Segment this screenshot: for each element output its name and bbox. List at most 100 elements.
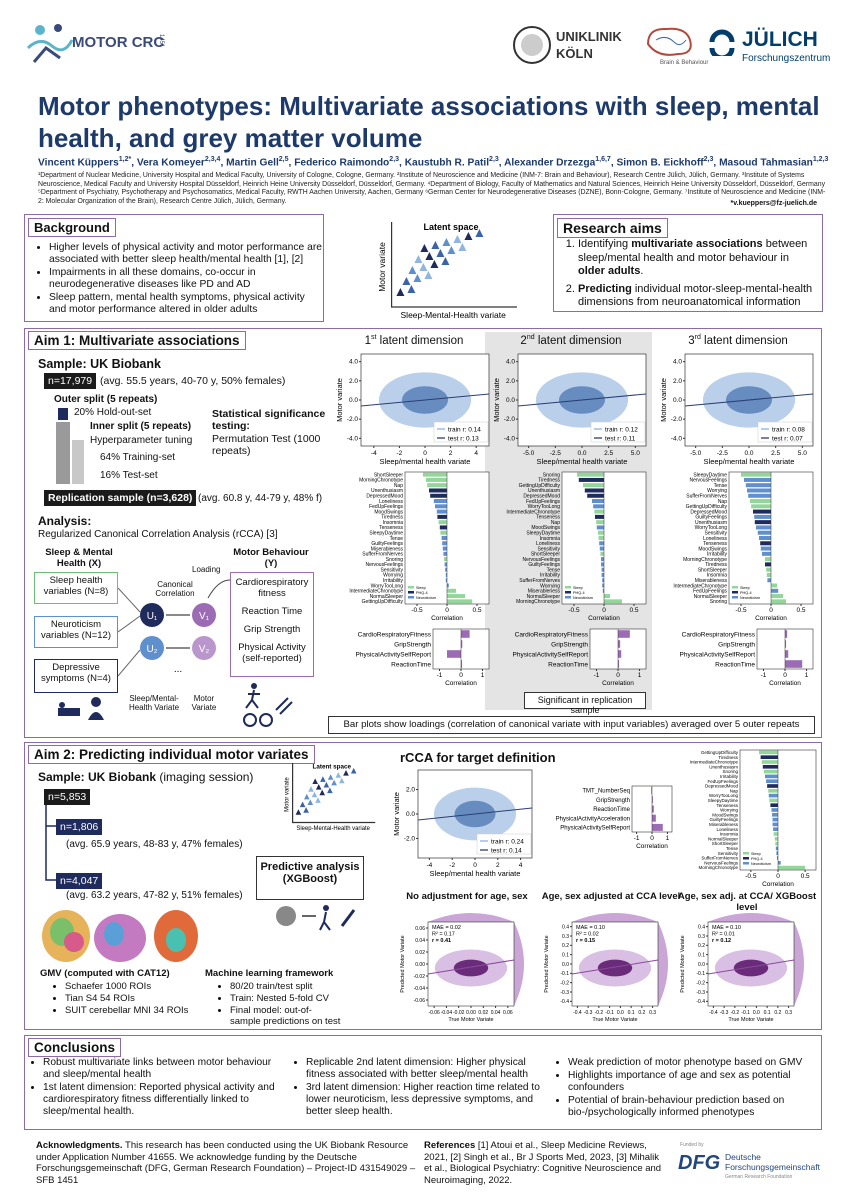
aim2-box (24, 742, 822, 1030)
author: Vera Komeyer (136, 157, 205, 169)
bar (771, 583, 777, 588)
legend-swatch (565, 591, 571, 594)
bar-label: Tense (714, 483, 728, 489)
bar-label: ReactionTime (548, 661, 588, 668)
annotation: MAE = 0.10 (576, 925, 605, 931)
bar-label: NormalSleeper (527, 594, 561, 600)
fit-line (707, 959, 795, 975)
x-tick-label: -0.3 (584, 1010, 593, 1016)
bar (754, 514, 771, 519)
axes (391, 222, 517, 308)
n-box: n=1,806 (56, 819, 103, 835)
x-tick-label: -2.5 (550, 450, 562, 457)
bar (444, 562, 447, 567)
conclusion-list: Replicable 2nd latent dimension: Higher … (293, 1057, 551, 1119)
conclusion: Robust multivariate links between motor … (43, 1057, 288, 1081)
x-tick-label: 0 (769, 607, 773, 614)
bar (773, 827, 778, 832)
person-icon (458, 243, 467, 251)
label: Outer split (5 repeats) (54, 394, 158, 405)
bar-label: GettingUpDifficulty (701, 750, 739, 755)
bar-label: Nap (730, 788, 739, 793)
legend-swatch (743, 862, 749, 865)
loading-chart: SnoringTirednessGettingUpDifficultyUnent… (506, 471, 647, 622)
label: Hyperparameter tuning (90, 435, 193, 446)
bar-label: PhysicalActivitySelfReport (680, 651, 756, 658)
bar-label: MorningChronotype (516, 599, 560, 605)
bar (438, 520, 447, 525)
bar-label: Worrying (383, 573, 403, 579)
predictive-box: Predictive analysis (XGBoost) (256, 856, 364, 900)
bar (577, 472, 604, 477)
bar (652, 814, 656, 822)
bar (445, 567, 447, 572)
person-icon (430, 260, 439, 268)
person-icon (319, 789, 325, 796)
bar-label: SleepyDaytime (693, 472, 727, 478)
x-label: Sleep/mental health variate (430, 869, 521, 878)
x-tick-label: -0.04 (441, 1010, 453, 1016)
bar-label: ReactionTime (593, 807, 630, 813)
aim-text: between sleep/mental health and motor be… (578, 238, 808, 264)
title: Motor phenotypes: Multivariate associati… (38, 91, 820, 153)
person-icon (408, 266, 417, 274)
hexbin-cloud (733, 959, 769, 977)
n-desc: (avg. 55.5 years, 40-70 y, 50% females) (100, 375, 286, 387)
x-tick-label: 1 (805, 672, 809, 679)
bar (436, 509, 447, 514)
label: Permutation Test (1000 repeats) (212, 433, 321, 457)
bar (765, 562, 771, 567)
bar-label: SufferFromNerves (686, 494, 727, 500)
x-label: Correlation (431, 615, 463, 622)
y-label: Motor variate (335, 378, 344, 422)
legend-swatch (408, 591, 414, 594)
y-tick-label: 4.0 (673, 359, 682, 366)
bar-label: Irritability (707, 552, 728, 558)
x-tick-label: -0.06 (428, 1010, 440, 1016)
bar-label: Irritability (383, 578, 404, 584)
person-icon (441, 257, 450, 265)
bar (444, 557, 447, 562)
bar-label: CardioRespiratoryFitness (682, 631, 756, 638)
x-tick-label: -0.5 (745, 873, 757, 880)
bar-label: Worrying (707, 488, 727, 494)
bar (748, 493, 771, 498)
x-tick-label: -0.4 (573, 1010, 582, 1016)
bar-label: ReactionTime (715, 661, 755, 668)
x-tick-label: 0.2 (638, 1010, 645, 1016)
aim-text: . (640, 265, 644, 277)
logo-text: Brain & Behaviour (660, 60, 709, 66)
x-tick-label: 0 (459, 672, 463, 679)
bar-label: Insomnia (707, 573, 728, 579)
scatter-plot: -4 -2 0 2 4 -2.0 0.0 2.0 Sleep/mental health var… (392, 769, 533, 878)
bar-label: MorningChronotype (698, 865, 738, 870)
person-icon (442, 238, 451, 246)
bar-label: GuiltyFeelings (528, 562, 560, 568)
bar (599, 541, 604, 546)
icons (276, 905, 356, 931)
x-tick-label: 0.5 (472, 607, 481, 614)
y-tick-label: -2.0 (347, 416, 359, 423)
person-icon (343, 770, 349, 776)
annotation: R² = 0.01 (712, 932, 735, 938)
x-tick-label: 0.02 (478, 1010, 488, 1016)
fig-title: Latent space (423, 222, 478, 232)
bar-label: Loneliness (536, 541, 560, 547)
bar (426, 477, 447, 482)
label: 3 (688, 334, 695, 347)
bar-label: Irritability (720, 774, 739, 779)
aim-item: Predicting individual motor-sleep-mental… (578, 283, 818, 310)
x-tick-label: -0.1 (741, 1010, 750, 1016)
person-icon (299, 801, 306, 808)
label: 64% Training-set (100, 452, 176, 463)
person-icon (327, 787, 333, 794)
bar (602, 588, 604, 593)
bar (445, 572, 447, 577)
motor-item: Grip Strength (243, 624, 301, 635)
person-icon (335, 772, 342, 778)
x-label: True Motor Variate (448, 1017, 493, 1023)
x-label: Sleep/mental health variate (537, 457, 628, 466)
list-item: Impairments in all these domains, co-occ… (49, 267, 322, 291)
bar-label: Snoring (386, 557, 403, 563)
